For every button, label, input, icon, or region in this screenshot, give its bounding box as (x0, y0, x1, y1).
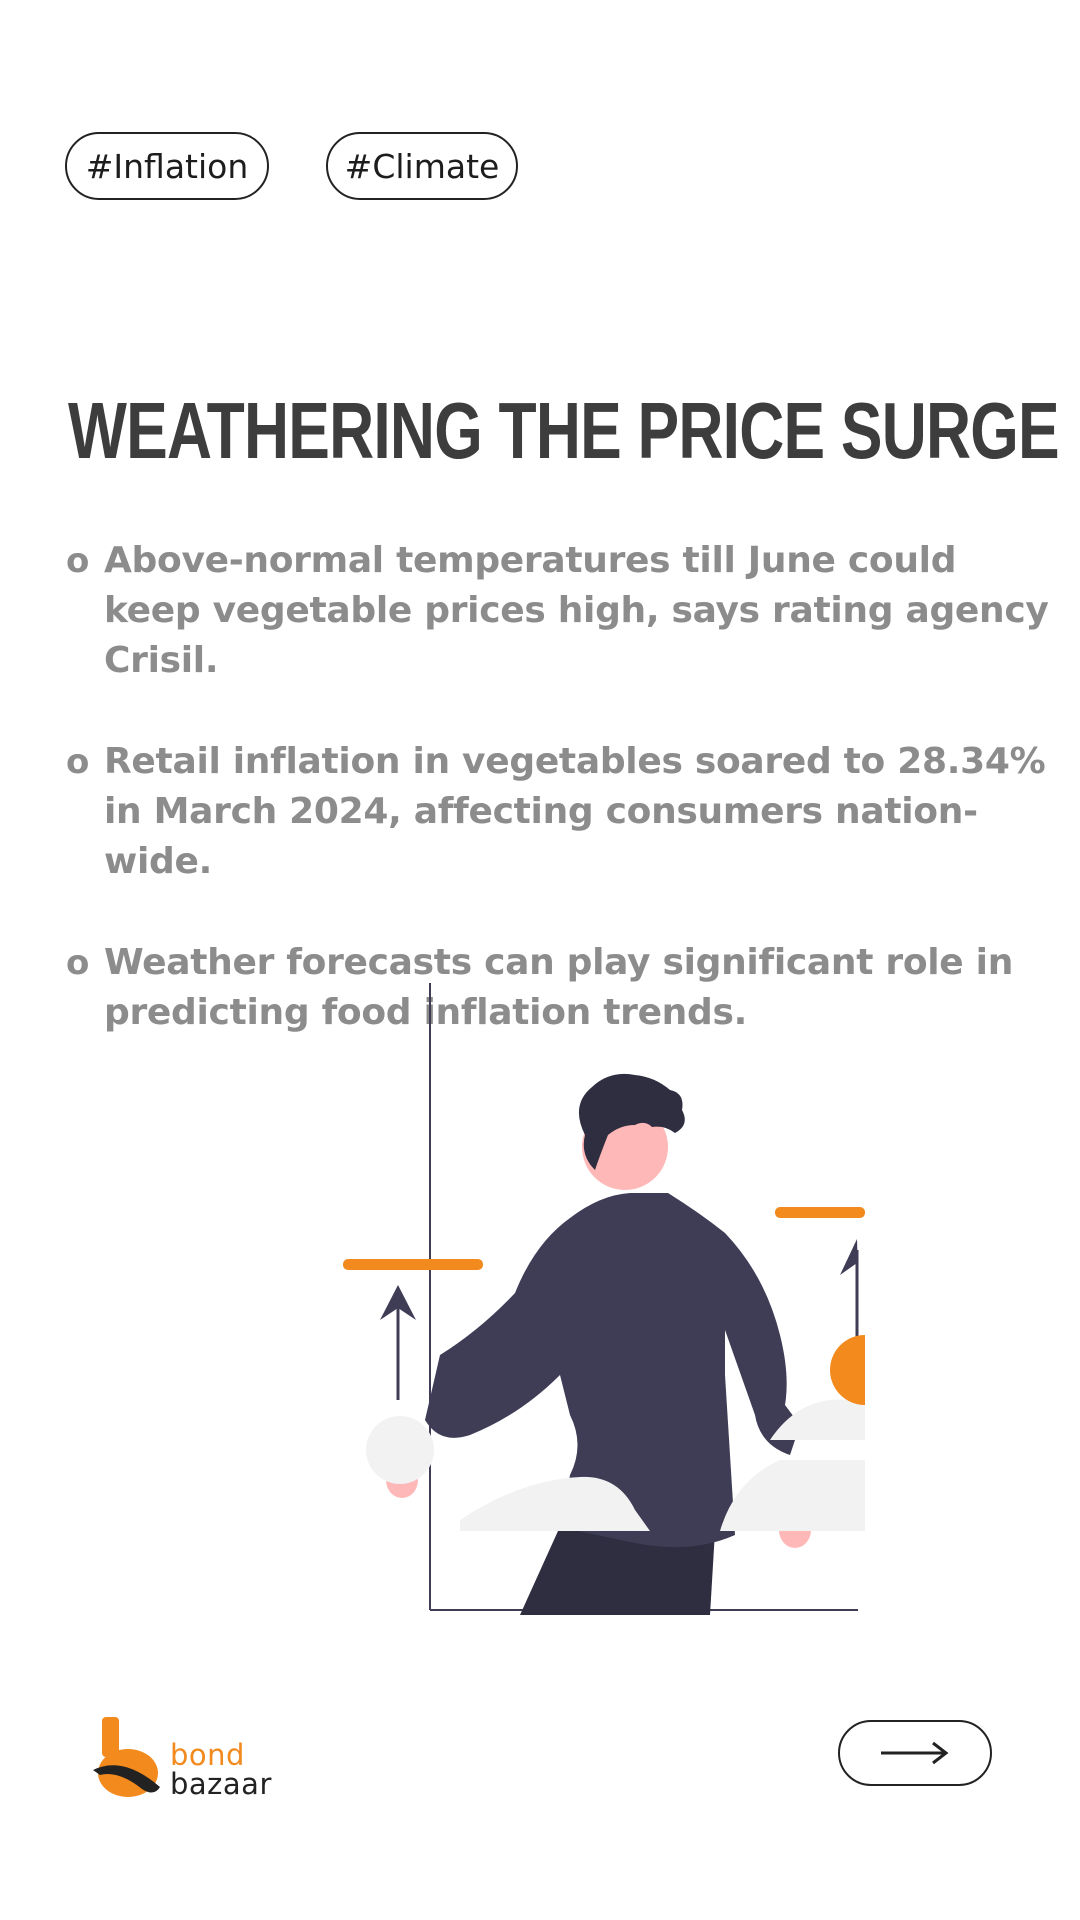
figure-legs (520, 1531, 715, 1615)
right-orange-ball (830, 1335, 900, 1405)
right-cloud (720, 1460, 868, 1531)
next-button[interactable] (838, 1720, 992, 1786)
bullet-marker: o (66, 541, 90, 581)
bullet-text: Above-normal temperatures till June coul… (104, 540, 1049, 681)
left-cloud (460, 1476, 650, 1531)
bullet-item: o Above-normal temperatures till June co… (66, 536, 1056, 686)
price-surge-illustration (330, 975, 900, 1615)
tag-inflation-label: #Inflation (85, 146, 249, 186)
left-price-bar (343, 1259, 483, 1270)
tag-climate[interactable]: #Climate (326, 132, 518, 200)
brand-name-line2: bazaar (170, 1767, 272, 1801)
bullet-marker: o (66, 742, 90, 782)
page-title: WEATHERING THE PRICE SURGE (68, 386, 1060, 475)
left-ball (366, 1416, 434, 1484)
left-up-arrow-head (380, 1285, 416, 1320)
clip-edge (865, 975, 875, 1615)
arrow-right-icon (881, 1741, 949, 1765)
bullet-item: o Retail inflation in vegetables soared … (66, 737, 1056, 887)
bullet-text: Weather forecasts can play significant r… (104, 942, 1014, 1033)
brand-name-line1: bond (170, 1738, 245, 1772)
right-up-arrow-head (840, 1239, 858, 1275)
brand-wordmark: bond bazaar (170, 1741, 272, 1799)
right-cloud-top (770, 1399, 870, 1440)
brand-logo: bond bazaar (88, 1715, 288, 1815)
right-price-bar (775, 1207, 865, 1218)
figure-hair (578, 1073, 685, 1170)
tag-inflation[interactable]: #Inflation (65, 132, 269, 200)
bullet-text: Retail inflation in vegetables soared to… (104, 741, 1046, 882)
bondbazaar-logo-icon (93, 1717, 160, 1797)
bullet-item: o Weather forecasts can play significant… (66, 938, 1056, 1038)
figure-torso (425, 1193, 800, 1548)
bullet-list: o Above-normal temperatures till June co… (66, 536, 1056, 1089)
tag-climate-label: #Climate (344, 146, 500, 186)
person-with-rising-prices-illustration (343, 975, 900, 1615)
bullet-marker: o (66, 943, 90, 983)
